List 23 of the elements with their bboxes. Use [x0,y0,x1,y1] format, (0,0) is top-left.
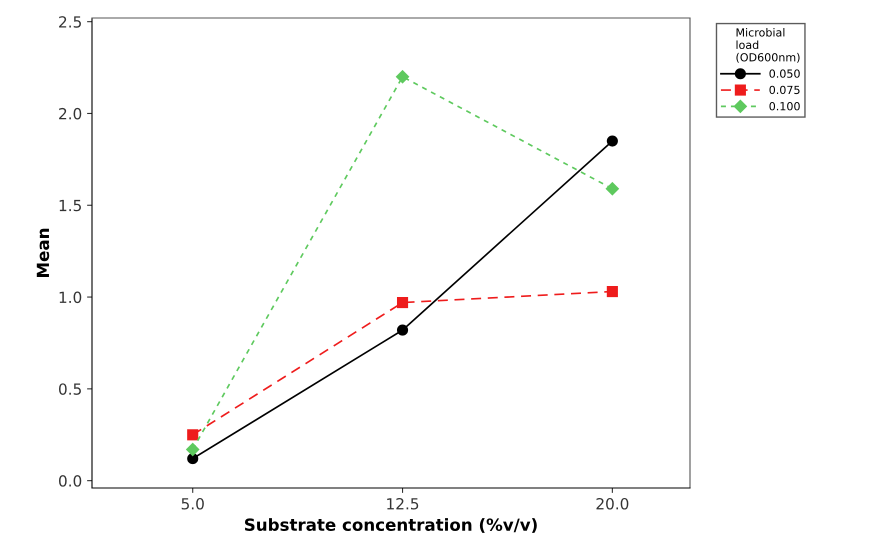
point [606,286,618,298]
legend-label: 0.075 [769,86,800,94]
x-tick-label: 12.5 [387,498,418,510]
point [396,297,408,308]
x-tick-label: 20.0 [596,498,628,510]
y-tick-label: 1.5 [60,200,81,212]
y-tick-label: 0.5 [58,383,81,395]
point [396,70,410,84]
x-tick-label: 5.0 [182,498,204,510]
legend-label: 0.100 [769,102,800,110]
legend-label: 0.050 [769,69,800,78]
point [186,442,200,456]
x-axis-title: Substrate concentration (%v/v) [244,518,537,533]
point [396,324,408,336]
point [606,182,619,196]
y-tick-label: 2.0 [59,108,82,120]
legend-title: Microbial load (OD600nm) [736,28,800,63]
y-tick-label: 1.0 [60,292,82,304]
y-axis-title: Mean [36,228,50,277]
y-tick-label: 0.0 [58,475,82,487]
y-tick-label: 2.5 [59,16,81,28]
point [187,429,198,440]
point [606,135,618,147]
